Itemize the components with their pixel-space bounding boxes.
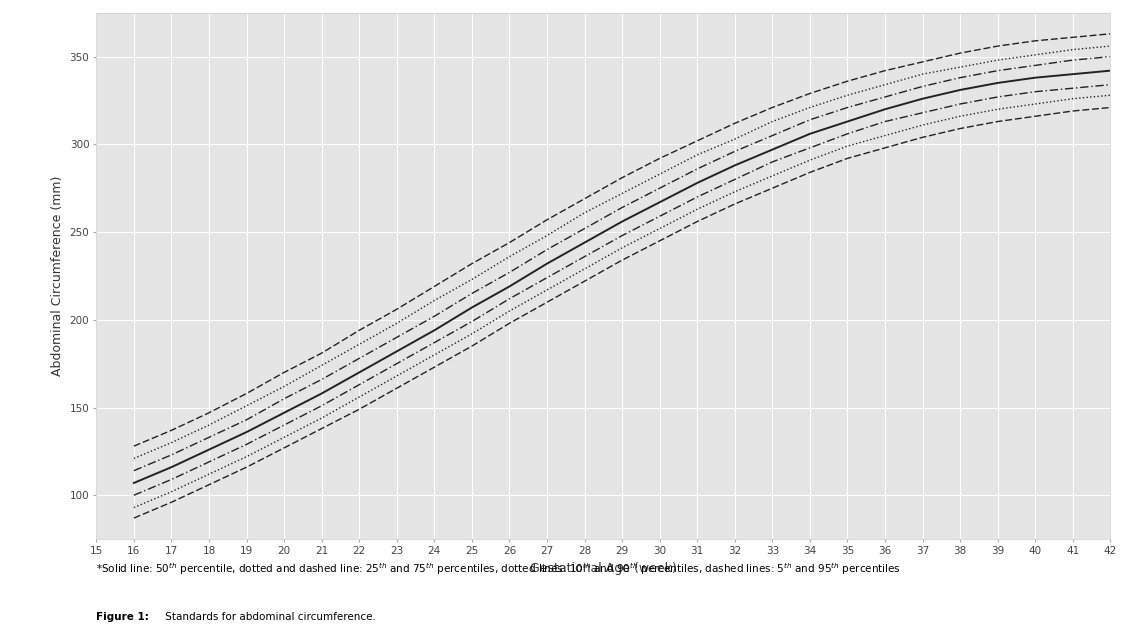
Y-axis label: Abdominal Circumference (mm): Abdominal Circumference (mm) [51, 175, 65, 376]
Text: Standards for abdominal circumference.: Standards for abdominal circumference. [162, 612, 376, 622]
X-axis label: Gestational Age (week): Gestational Age (week) [530, 561, 676, 575]
Text: Figure 1:: Figure 1: [96, 612, 150, 622]
Text: *Solid line: 50$^{th}$ percentile, dotted and dashed line: 25$^{th}$ and 75$^{th: *Solid line: 50$^{th}$ percentile, dotte… [96, 561, 901, 577]
